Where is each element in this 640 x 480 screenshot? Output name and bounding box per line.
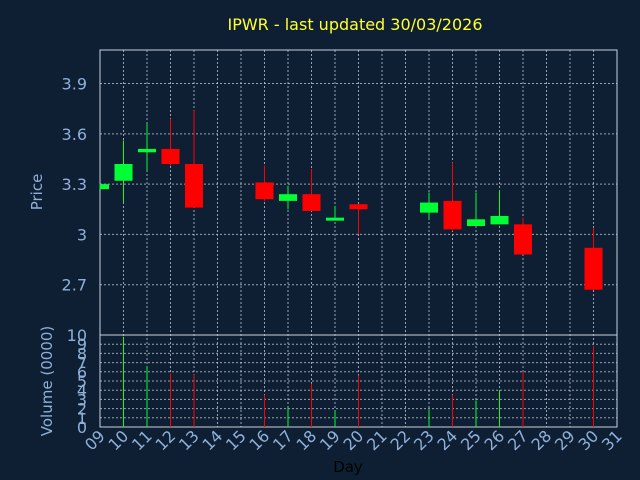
volume-tick-label: 8	[77, 344, 87, 363]
price-tick-label: 3	[77, 225, 87, 244]
candle	[279, 185, 297, 210]
price-tick-label: 3.9	[62, 75, 87, 94]
chart-title: IPWR - last updated 30/03/2026	[227, 15, 482, 34]
x-tick-label: 31	[598, 426, 626, 454]
candle	[161, 118, 180, 166]
volume-tick-label: 7	[77, 354, 87, 373]
price-panel-frame	[99, 49, 618, 336]
candle	[138, 123, 156, 171]
price-tick-labels: 2.7 3 3.3 3.6 3.9	[62, 75, 87, 295]
volume-tick-label: 4	[77, 381, 87, 400]
volume-tick-label: 2	[77, 400, 87, 419]
candle	[185, 110, 203, 208]
candle	[584, 227, 603, 290]
candle	[514, 217, 532, 255]
x-tick-labels: 0910111213141516171819202122232425262728…	[81, 426, 626, 454]
candle	[326, 205, 344, 221]
candle-body	[443, 200, 462, 230]
candle	[443, 162, 462, 232]
candle-body	[349, 204, 368, 210]
volume-tick-label: 9	[77, 335, 87, 354]
candle-body	[114, 164, 133, 181]
volume-tick-label: 5	[77, 372, 87, 391]
candle-body	[584, 247, 603, 290]
candle	[467, 192, 485, 227]
candle	[349, 204, 368, 235]
candle-body	[161, 148, 180, 164]
candle-body	[467, 219, 485, 227]
candle-body	[514, 224, 532, 255]
candle	[255, 165, 274, 201]
volume-bars	[123, 336, 594, 427]
grid	[100, 50, 617, 427]
volume-tick-label: 10	[67, 326, 87, 345]
candle-body	[490, 215, 509, 225]
candle-body	[138, 148, 156, 153]
volume-tick-label: 3	[77, 390, 87, 409]
candles	[99, 110, 603, 290]
candle	[114, 140, 133, 203]
price-tick-label: 3.6	[62, 125, 87, 144]
candle-body	[302, 194, 321, 211]
x-axis-label: Day	[333, 458, 363, 476]
candle	[302, 169, 321, 211]
volume-tick-label: 1	[77, 409, 87, 428]
candle-body	[255, 182, 274, 200]
candle	[99, 184, 109, 190]
volume-tick-label: 6	[77, 363, 87, 382]
candle-body	[185, 164, 203, 208]
candle-body	[279, 194, 297, 201]
candle-body	[326, 217, 344, 221]
candle-body	[420, 202, 438, 213]
candle	[490, 190, 509, 225]
candle-body	[100, 184, 109, 190]
price-axis-label: Price	[28, 174, 46, 211]
volume-axis-label: Volume (0000)	[38, 326, 56, 436]
price-tick-label: 3.3	[62, 175, 87, 194]
price-tick-label: 2.7	[62, 276, 87, 295]
candle	[420, 192, 438, 220]
volume-tick-label: 0	[77, 418, 87, 437]
